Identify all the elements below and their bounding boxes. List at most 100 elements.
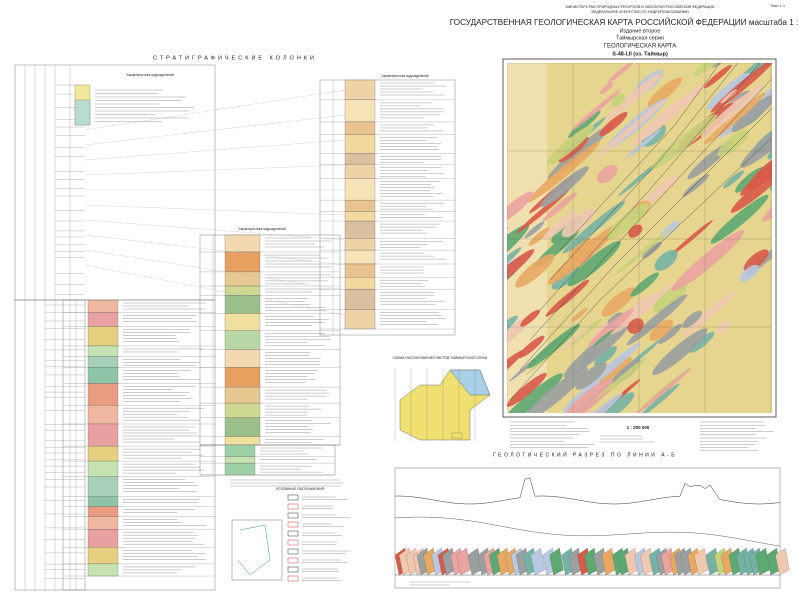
corr-line [84, 249, 346, 291]
legend-title: УСЛОВНЫЕ ОБОЗНАЧЕНИЯ [276, 487, 325, 491]
layer [87, 445, 119, 462]
fault [559, 63, 721, 251]
legend-box [287, 521, 299, 528]
material-outline [237, 524, 271, 576]
layer [344, 121, 376, 135]
geo-unit [588, 308, 635, 348]
geo-unit [592, 329, 614, 348]
agency: ФЕДЕРАЛЬНОЕ АГЕНТСТВО ПО НЕДРОПОЛЬЗОВАНИ… [591, 10, 689, 14]
fault [519, 107, 772, 371]
layer [344, 263, 376, 278]
geo-unit [528, 227, 550, 246]
layer [224, 367, 261, 388]
layer [224, 456, 256, 464]
map-type: ГЕОЛОГИЧЕСКАЯ КАРТА [604, 44, 677, 50]
material-scheme [231, 519, 283, 581]
layer [87, 299, 119, 313]
fault [509, 137, 772, 401]
layer [87, 506, 119, 517]
legend-box [287, 530, 299, 537]
geo-unit [507, 372, 547, 407]
profile-top [394, 478, 781, 505]
layer [87, 460, 119, 477]
corr-line [84, 89, 346, 131]
col-header: Характеристика подразделений [381, 74, 428, 78]
geo-unit [649, 319, 674, 341]
geo-unit [568, 110, 601, 138]
title: ГОСУДАРСТВЕННАЯ ГЕОЛОГИЧЕСКАЯ КАРТА РОСС… [450, 16, 800, 27]
corr-line [84, 219, 346, 241]
layer [87, 496, 119, 507]
section-unit [530, 547, 545, 576]
geo-unit [671, 230, 745, 292]
section-unit [549, 547, 564, 576]
geo-unit [547, 223, 621, 285]
geo-unit [551, 265, 580, 290]
geo-unit [740, 149, 772, 196]
geo-unit [642, 174, 679, 206]
layer [87, 383, 119, 406]
layer [87, 312, 119, 327]
decoration [14, 58, 790, 591]
geo-unit [523, 366, 588, 413]
geo-unit [547, 122, 615, 179]
geo-unit [563, 378, 614, 413]
layer [87, 516, 119, 530]
geo-unit [599, 111, 628, 137]
layer [224, 444, 256, 457]
geo-unit [701, 84, 764, 138]
geo-unit [579, 347, 600, 365]
geo-unit [546, 124, 594, 166]
layer [344, 79, 376, 101]
geo-unit [739, 264, 759, 282]
geo-unit [553, 392, 623, 413]
geo-unit [545, 279, 590, 317]
corr-line [84, 114, 346, 146]
legend-box [287, 548, 299, 555]
layer [224, 402, 261, 418]
strat-title: СТРАТИГРАФИЧЕСКИЕ КОЛОНКИ [153, 55, 317, 61]
geo-unit [730, 160, 772, 213]
geo-unit [589, 342, 641, 386]
geo-unit [717, 129, 750, 157]
layer [344, 199, 376, 212]
geo-unit [647, 77, 682, 107]
col-header: Характеристика подразделений [238, 227, 285, 231]
geo-unit [507, 373, 563, 413]
geo-unit [603, 392, 635, 413]
geo-unit [594, 99, 666, 160]
geo-unit [617, 379, 641, 399]
geo-unit [507, 247, 522, 289]
geo-unit [603, 72, 662, 122]
geo-unit [627, 318, 644, 334]
geo-unit [607, 203, 650, 240]
geo-unit [642, 241, 662, 259]
layer [87, 326, 119, 347]
section-frame [394, 467, 781, 589]
profile-mid [394, 516, 781, 547]
geo-unit [597, 164, 618, 184]
layer [87, 405, 119, 425]
geo-unit [681, 291, 736, 338]
layer [224, 462, 256, 476]
section-title: ГЕОЛОГИЧЕСКИЙ РАЗРЕЗ ПО ЛИНИИ А-Б [493, 450, 677, 458]
layer [344, 309, 376, 330]
geo-unit [626, 294, 688, 346]
layer [224, 251, 261, 273]
geo-unit [599, 355, 632, 384]
geo-unit [731, 94, 772, 133]
geo-unit [558, 326, 591, 353]
series: Таймырская серия [616, 34, 664, 41]
geo-unit [633, 366, 693, 413]
table-frame [14, 299, 86, 591]
geo-unit [515, 253, 555, 288]
edition: Издание второе [620, 28, 661, 34]
layer [344, 178, 376, 201]
layer [224, 436, 261, 446]
scheme-title: СХЕМА РАСПОЛОЖЕНИЯ ЛИСТОВ ТАЙМЫРСКОЙ СЕР… [393, 356, 488, 360]
geo-unit [507, 224, 530, 284]
geo-unit [571, 307, 588, 322]
geo-unit [561, 208, 595, 238]
geo-unit [527, 324, 580, 369]
geo-unit [654, 250, 678, 271]
